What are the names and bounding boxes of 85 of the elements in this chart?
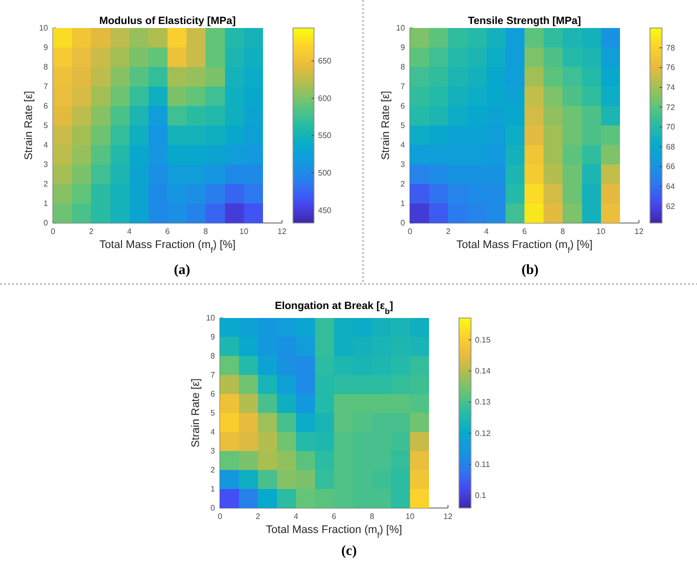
x-tick-label: 2 (256, 512, 261, 521)
y-tick-label: 9 (210, 332, 216, 342)
y-tick-label: 10 (206, 314, 216, 323)
y-tick-label: 4 (210, 428, 216, 437)
x-tick-label: 8 (560, 227, 566, 236)
y-tick-label: 5 (400, 121, 406, 130)
chart-title: Elongation at Break [ε$_{b}$] (274, 300, 394, 316)
x-tick-label: 8 (370, 512, 375, 521)
y-tick-label: 8 (44, 62, 49, 72)
y-tick-label: 9 (44, 43, 49, 52)
y-axis-title: Strain Rate [ε̇] (23, 90, 35, 160)
color-bar-label: 650 (318, 56, 332, 66)
x-tick-label: 2 (88, 227, 94, 236)
y-tick-label: 2 (210, 466, 216, 475)
y-tick-label: 3 (400, 160, 406, 170)
y-tick-label: 7 (210, 370, 216, 380)
y-axis-title: Strain Rate [ε̇] (380, 90, 392, 160)
x-axis-title: Total Mass Fraction (m$_{f}$) [%] (99, 239, 236, 254)
y-tick-label: 5 (44, 121, 49, 130)
y-tick-label: 6 (400, 102, 406, 111)
y-tick-label: 10 (39, 24, 49, 33)
y-tick-label: 2 (44, 180, 49, 189)
color-bar-label: 70 (666, 122, 676, 132)
y-tick-label: 7 (400, 82, 406, 92)
x-tick-label: 12 (634, 227, 644, 236)
x-tick-label: 12 (278, 227, 287, 236)
text: (c) (341, 544, 358, 559)
x-axis-title: Total Mass Fraction (m$_{f}$) [%] (456, 239, 593, 254)
x-tick-label: 4 (294, 512, 299, 521)
color-bar-label: 72 (666, 102, 676, 112)
color-bar-label: 600 (318, 94, 332, 103)
color-bar-label: 550 (318, 131, 332, 140)
y-tick-label: 1 (400, 199, 406, 208)
y-tick-label: 3 (44, 160, 49, 170)
color-bar-label: 66 (666, 162, 676, 172)
color-bar-label: 500 (318, 168, 332, 178)
color-bar-label: 0.14 (475, 366, 492, 376)
color-bar-label: 0.12 (475, 428, 492, 438)
x-tick-label: 6 (332, 512, 337, 521)
color-bar-label: 0.1 (475, 491, 487, 500)
x-axis-title: Total Mass Fraction (m$_{f}$) [%] (266, 524, 402, 540)
color-bar-label: 78 (666, 43, 676, 52)
color-bar-label: 0.13 (475, 398, 492, 407)
y-axis-title: Strain Rate [ε̇] (190, 378, 202, 448)
y-tick-label: 8 (400, 62, 406, 72)
text: (a) (174, 263, 190, 278)
x-tick-label: 4 (127, 227, 132, 236)
x-tick-label: 0 (408, 227, 413, 236)
chart-title: Tensile Strength [MPa] (468, 15, 581, 27)
x-tick-label: 8 (203, 227, 208, 236)
y-tick-label: 10 (396, 24, 406, 33)
x-tick-label: 6 (165, 227, 170, 236)
y-tick-label: 2 (400, 180, 406, 189)
x-tick-label: 12 (444, 512, 453, 521)
color-bar-label: 76 (666, 63, 676, 72)
color-bar-label: 64 (666, 182, 676, 192)
x-tick-label: 0 (218, 512, 223, 521)
x-tick-label: 6 (522, 227, 528, 236)
y-tick-label: 4 (400, 140, 406, 150)
y-tick-label: 6 (44, 102, 49, 111)
y-tick-label: 5 (210, 408, 216, 418)
y-tick-label: 1 (44, 199, 49, 208)
x-tick-label: 4 (484, 227, 490, 236)
color-bar-label: 450 (318, 206, 332, 215)
x-tick-label: 10 (239, 227, 249, 236)
x-tick-label: 0 (50, 227, 56, 236)
y-tick-label: 4 (44, 140, 49, 150)
y-tick-label: 0 (44, 218, 49, 228)
text: (b) (521, 263, 539, 278)
y-tick-label: 9 (400, 43, 406, 52)
x-tick-label: 2 (446, 227, 451, 236)
y-tick-label: 6 (210, 390, 216, 399)
y-tick-label: 0 (400, 218, 406, 228)
y-tick-label: 7 (44, 82, 49, 92)
y-tick-label: 1 (210, 484, 216, 494)
color-bar-label: 74 (666, 83, 676, 92)
x-tick-label: 10 (596, 227, 606, 236)
chart-title: Modulus of Elasticity [MPa] (99, 15, 236, 27)
color-bar-label: 68 (666, 142, 676, 152)
color-bar-label: 62 (666, 202, 676, 211)
y-tick-label: 8 (210, 352, 216, 361)
color-bar-label: 0.11 (475, 460, 491, 470)
y-tick-label: 3 (210, 446, 216, 456)
color-bar-label: 0.15 (475, 335, 492, 344)
y-tick-label: 0 (210, 504, 216, 513)
